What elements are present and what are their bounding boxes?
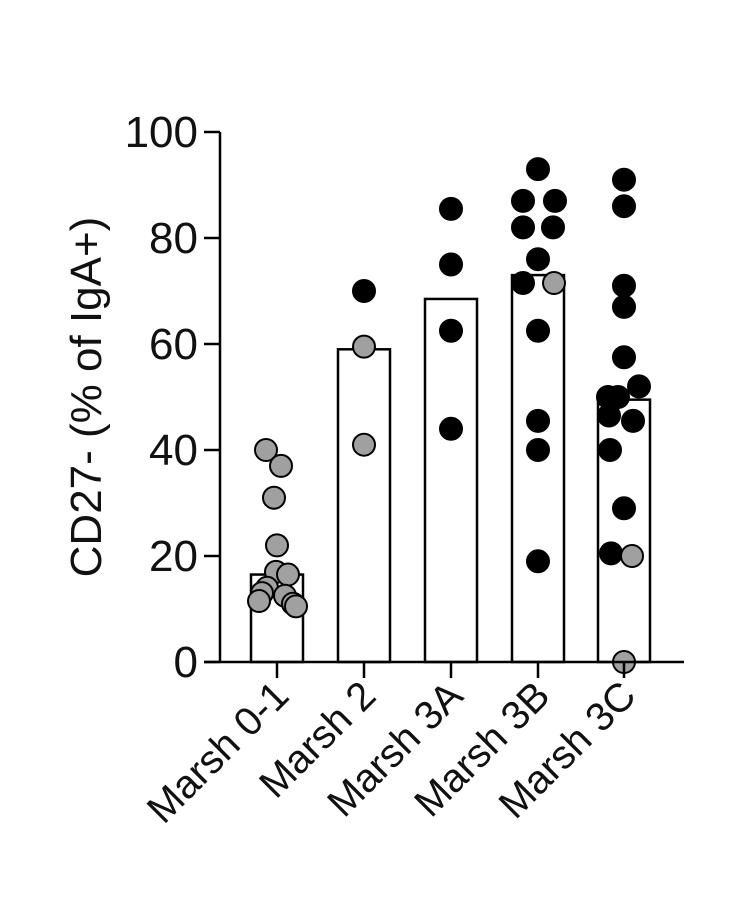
data-point-4-1: [612, 194, 636, 219]
data-point-3-11: [526, 549, 550, 574]
data-point-1-2: [352, 432, 376, 457]
data-point-4-0: [612, 167, 636, 192]
y-tick-label-4: 80: [149, 214, 198, 263]
data-point-0-11: [284, 594, 308, 619]
y-tick-label-0: 0: [174, 638, 198, 687]
data-point-3-7: [542, 271, 566, 296]
data-point-0-2: [262, 485, 286, 510]
y-axis-title: CD27- (% of IgA+): [62, 217, 111, 578]
data-point-4-9: [621, 408, 645, 433]
data-point-3-0: [526, 157, 550, 182]
data-point-3-3: [511, 215, 535, 240]
data-point-3-6: [511, 271, 535, 296]
data-point-4-3: [612, 294, 636, 319]
data-point-3-10: [526, 438, 550, 462]
data-point-0-9: [247, 589, 271, 614]
data-point-2-0: [439, 196, 463, 221]
data-point-4-8: [597, 403, 621, 428]
data-point-3-8: [526, 318, 550, 343]
data-point-1-1: [352, 334, 376, 359]
data-point-3-9: [526, 408, 550, 433]
bar-2: [423, 297, 479, 664]
data-point-3-2: [543, 188, 567, 213]
data-point-0-1: [269, 453, 293, 478]
data-point-4-5: [627, 374, 651, 399]
data-point-4-10: [598, 438, 622, 462]
points-layer: [247, 157, 651, 674]
data-point-3-4: [541, 215, 565, 240]
data-point-3-1: [511, 188, 535, 213]
data-point-1-0: [352, 279, 376, 303]
y-tick-label-3: 60: [149, 320, 198, 369]
data-point-4-13: [620, 544, 644, 568]
data-point-2-3: [439, 416, 463, 441]
data-point-4-2: [612, 273, 636, 298]
data-point-2-2: [439, 318, 463, 343]
data-point-0-5: [276, 562, 300, 587]
data-point-2-1: [439, 252, 463, 277]
y-tick-label-5: 100: [125, 108, 198, 157]
data-point-4-11: [612, 496, 636, 521]
data-point-4-12: [599, 541, 623, 566]
data-point-0-3: [265, 533, 289, 558]
y-tick-label-2: 40: [149, 426, 198, 475]
data-point-3-5: [526, 247, 550, 272]
bar-1: [336, 348, 392, 664]
data-point-4-4: [612, 345, 636, 370]
bar-3: [510, 273, 566, 664]
data-point-0-0: [254, 438, 278, 462]
y-tick-label-1: 20: [149, 532, 198, 581]
